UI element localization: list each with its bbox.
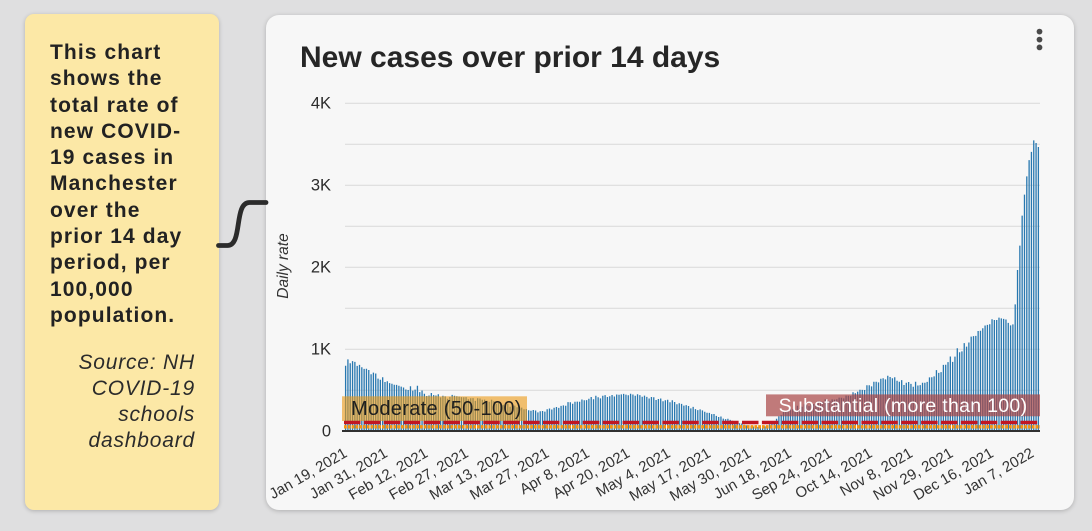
svg-text:3K: 3K	[311, 177, 331, 195]
svg-text:1K: 1K	[311, 341, 331, 359]
svg-text:4K: 4K	[311, 95, 331, 113]
svg-text:Substantial (more than 100): Substantial (more than 100)	[779, 395, 1028, 417]
svg-text:Daily rate: Daily rate	[275, 233, 292, 299]
svg-text:2K: 2K	[311, 259, 331, 277]
svg-text:Moderate (50-100): Moderate (50-100)	[351, 398, 522, 420]
svg-text:0: 0	[322, 423, 331, 441]
